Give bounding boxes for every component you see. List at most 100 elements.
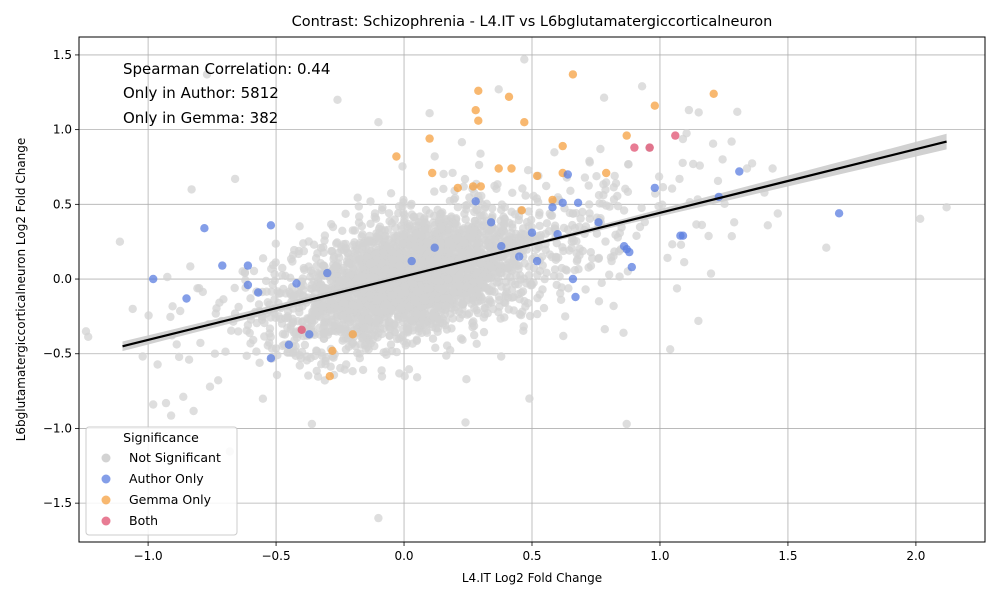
point-gemma-only [709, 89, 718, 99]
point-not-significant [339, 246, 349, 255]
point-not-significant [697, 220, 707, 230]
point-author-only [266, 221, 276, 230]
point-not-significant [363, 314, 373, 324]
point-both [671, 131, 680, 140]
point-not-significant [481, 283, 490, 293]
point-not-significant [385, 217, 394, 226]
point-author-only [627, 262, 636, 272]
point-not-significant [457, 138, 467, 147]
point-not-significant [398, 162, 407, 171]
point-not-significant [440, 309, 450, 318]
point-gemma-only [532, 171, 542, 181]
point-not-significant [447, 212, 456, 221]
point-not-significant [619, 206, 629, 215]
point-not-significant [313, 372, 323, 381]
spearman-annotation: Spearman Correlation: 0.44 [123, 60, 330, 78]
point-not-significant [446, 346, 455, 355]
point-not-significant [542, 219, 552, 228]
point-not-significant [196, 338, 205, 348]
point-not-significant [516, 271, 525, 280]
point-not-significant [398, 239, 407, 248]
point-not-significant [452, 234, 461, 244]
point-not-significant [615, 272, 624, 281]
point-not-significant [518, 287, 528, 296]
point-not-significant [565, 246, 574, 255]
point-not-significant [409, 212, 418, 222]
point-not-significant [514, 215, 524, 225]
point-not-significant [584, 181, 593, 190]
point-not-significant [246, 339, 255, 348]
x-axis-ticks: −1.0 −0.5 0.0 0.5 1.0 1.5 2.0 [134, 542, 925, 563]
point-not-significant [520, 230, 530, 239]
point-not-significant [592, 172, 601, 181]
gemma-only-count-annotation: Only in Gemma: 382 [123, 109, 278, 127]
point-not-significant [340, 298, 349, 308]
point-not-significant [336, 327, 346, 337]
x-tick-label: −0.5 [261, 549, 290, 563]
y-tick-label: −1.5 [43, 496, 72, 510]
point-not-significant [423, 237, 432, 247]
point-not-significant [431, 343, 440, 352]
point-not-significant [609, 301, 618, 311]
point-not-significant [246, 294, 255, 303]
point-not-significant [730, 218, 739, 227]
point-not-significant [594, 297, 604, 306]
point-not-significant [280, 330, 290, 339]
point-gemma-only [425, 134, 434, 143]
point-not-significant [518, 184, 527, 193]
point-not-significant [355, 263, 365, 272]
point-not-significant [600, 325, 609, 334]
point-author-only [568, 274, 578, 284]
point-not-significant [358, 334, 367, 343]
legend-label-both: Both [129, 513, 158, 528]
y-tick-label: −1.0 [43, 421, 72, 435]
point-not-significant [586, 261, 596, 271]
point-not-significant [568, 220, 577, 230]
point-not-significant [312, 347, 322, 356]
point-not-significant [654, 172, 664, 181]
point-not-significant [519, 326, 528, 335]
point-not-significant [654, 202, 663, 211]
point-not-significant [389, 267, 398, 276]
point-not-significant [695, 161, 704, 170]
point-not-significant [245, 328, 254, 338]
point-not-significant [379, 348, 388, 357]
point-not-significant [172, 340, 181, 349]
significant-points [149, 70, 844, 381]
point-not-significant [523, 166, 533, 175]
point-not-significant [318, 301, 327, 311]
point-gemma-only [548, 195, 557, 205]
point-not-significant [364, 237, 374, 246]
point-not-significant [334, 304, 343, 313]
point-not-significant [257, 315, 267, 325]
point-not-significant [392, 347, 401, 357]
point-not-significant [295, 222, 304, 231]
point-not-significant [742, 164, 752, 173]
point-not-significant [527, 281, 537, 290]
point-not-significant [444, 239, 453, 248]
point-gemma-only [568, 70, 578, 79]
point-gemma-only [474, 86, 483, 96]
point-author-only [292, 279, 301, 288]
point-author-only [625, 247, 634, 257]
point-not-significant [727, 232, 736, 241]
point-not-significant [524, 271, 534, 280]
x-axis-label: L4.IT Log2 Fold Change [462, 571, 602, 585]
point-not-significant [407, 316, 416, 325]
point-author-only [182, 294, 191, 303]
point-not-significant [624, 160, 633, 169]
point-not-significant [341, 345, 351, 354]
point-both [630, 143, 639, 152]
point-not-significant [524, 262, 534, 271]
point-not-significant [440, 256, 450, 265]
point-not-significant [331, 262, 341, 271]
point-not-significant [215, 298, 224, 307]
point-author-only [218, 261, 227, 270]
point-not-significant [270, 276, 279, 285]
point-gemma-only [325, 372, 334, 381]
point-not-significant [525, 394, 534, 403]
point-not-significant [439, 184, 448, 194]
point-not-significant [430, 227, 439, 237]
point-author-only [553, 230, 562, 239]
point-not-significant [435, 215, 444, 224]
